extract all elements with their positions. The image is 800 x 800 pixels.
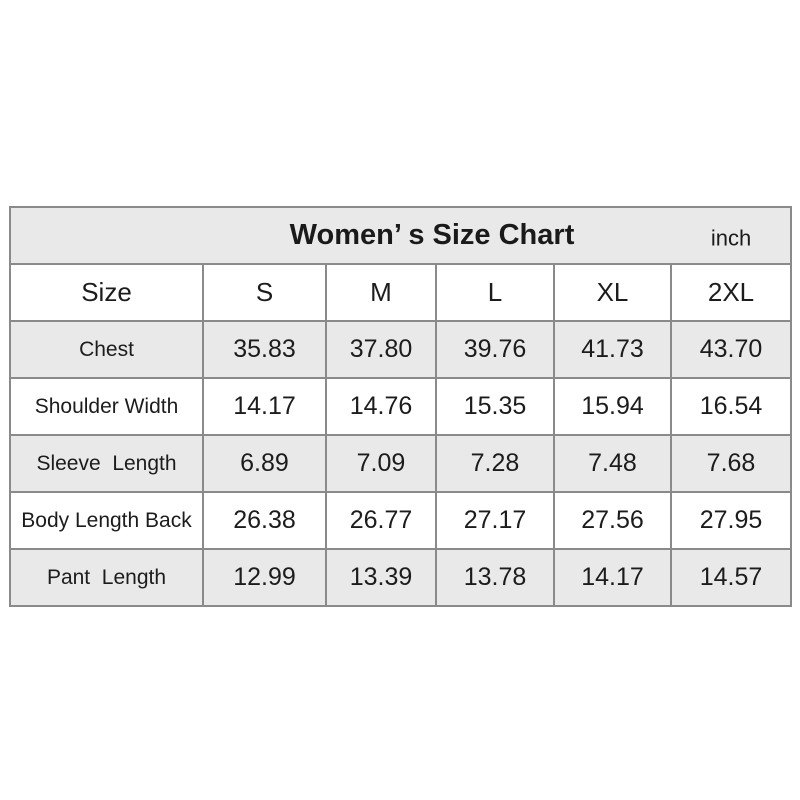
table-cell: 39.76 <box>435 320 555 379</box>
table-cell: 37.80 <box>325 320 437 379</box>
table-cell: 27.17 <box>435 491 555 550</box>
size-chart-table: Women’ s Size Chart inch Size S M L XL 2… <box>8 206 793 607</box>
table-cell: 15.94 <box>553 377 672 436</box>
table-cell: 15.35 <box>435 377 555 436</box>
table-cell: 14.76 <box>325 377 437 436</box>
table-cell: 7.68 <box>669 434 793 493</box>
table-row-body-length-back: Body Length Back 26.38 26.77 27.17 27.56… <box>9 491 793 550</box>
table-cell: 7.48 <box>553 434 672 493</box>
table-cell: 26.77 <box>325 491 437 550</box>
chart-title: Women’ s Size Chart <box>289 218 575 251</box>
table-cell: 13.78 <box>435 548 555 607</box>
title-row: Women’ s Size Chart inch <box>8 206 793 265</box>
row-label-chest: Chest <box>9 320 204 379</box>
column-header-2xl: 2XL <box>669 263 793 322</box>
table-row-pant-length: Pant Length 12.99 13.39 13.78 14.17 14.5… <box>9 548 793 607</box>
table-cell: 27.56 <box>553 491 672 550</box>
column-header-xl: XL <box>553 263 672 322</box>
column-header-m: M <box>325 263 437 322</box>
table-cell: 14.17 <box>553 548 672 607</box>
table-cell: 27.95 <box>669 491 793 550</box>
row-label-shoulder-width: Shoulder Width <box>9 377 204 436</box>
table-row-shoulder-width: Shoulder Width 14.17 14.76 15.35 15.94 1… <box>9 377 793 436</box>
row-label-sleeve-length: Sleeve Length <box>9 434 204 493</box>
column-header-l: L <box>435 263 555 322</box>
title-cell: Women’ s Size Chart inch <box>8 206 793 265</box>
table-row-sleeve-length: Sleeve Length 6.89 7.09 7.28 7.48 7.68 <box>9 434 793 493</box>
column-header-s: S <box>202 263 327 322</box>
table-cell: 7.09 <box>325 434 437 493</box>
header-row: Size S M L XL 2XL <box>9 263 793 322</box>
table-cell: 43.70 <box>669 320 793 379</box>
table-cell: 7.28 <box>435 434 555 493</box>
table-cell: 35.83 <box>202 320 327 379</box>
table-cell: 13.39 <box>325 548 437 607</box>
table-cell: 41.73 <box>553 320 672 379</box>
row-label-pant-length: Pant Length <box>9 548 204 607</box>
unit-label: inch <box>710 225 752 251</box>
table-cell: 6.89 <box>202 434 327 493</box>
table-cell: 14.57 <box>669 548 793 607</box>
table-cell: 26.38 <box>202 491 327 550</box>
table-cell: 16.54 <box>669 377 793 436</box>
row-label-body-length-back: Body Length Back <box>9 491 204 550</box>
table-cell: 12.99 <box>202 548 327 607</box>
table-row-chest: Chest 35.83 37.80 39.76 41.73 43.70 <box>9 320 793 379</box>
table-cell: 14.17 <box>202 377 327 436</box>
column-header-size: Size <box>9 263 204 322</box>
